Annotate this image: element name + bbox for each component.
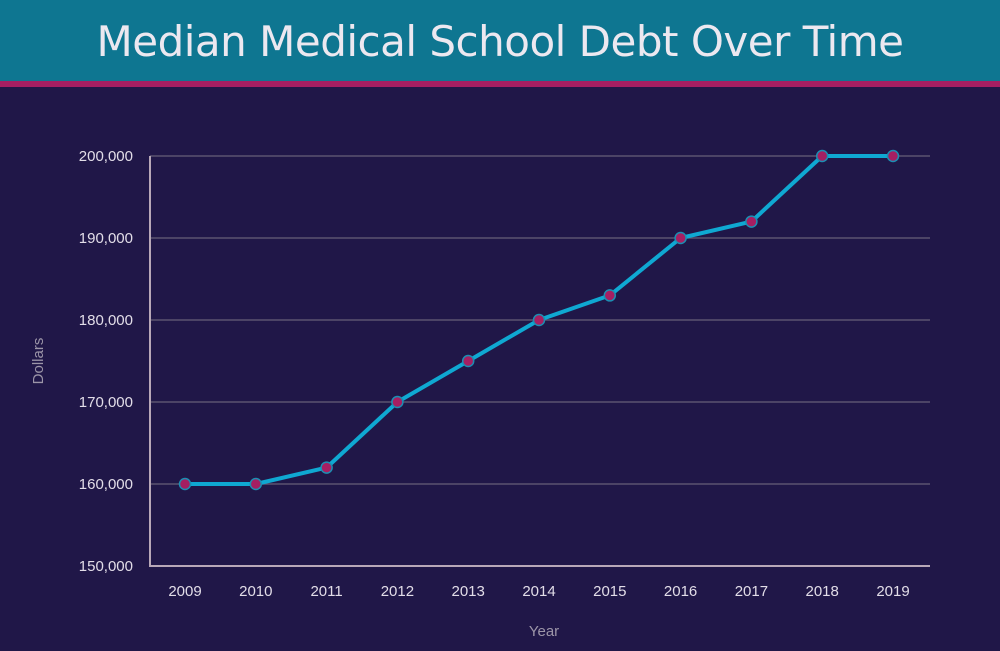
x-tick-label: 2019 <box>876 583 909 600</box>
x-tick-label: 2011 <box>310 583 342 600</box>
y-tick-label: 160,000 <box>79 476 133 493</box>
x-tick-label: 2012 <box>381 583 414 600</box>
data-point-marker <box>391 395 404 409</box>
data-point-marker <box>745 215 758 228</box>
y-tick-label: 150,000 <box>79 558 133 575</box>
x-axis-label: Year <box>529 623 559 640</box>
data-point-marker <box>249 477 263 491</box>
data-point-marker <box>815 149 829 163</box>
y-axis-label: Dollars <box>30 338 47 385</box>
x-tick-label: 2009 <box>168 583 201 600</box>
x-tick-label: 2013 <box>452 583 485 600</box>
data-point-marker <box>886 149 900 163</box>
data-point-marker <box>532 313 546 327</box>
x-tick-label: 2018 <box>806 583 839 600</box>
y-axis-ticks: 150,000 160,000 170,000 180,000 190,000 200,0… <box>79 148 133 575</box>
data-point-marker <box>674 231 687 245</box>
x-tick-label: 2010 <box>239 583 272 600</box>
x-axis-ticks: 2009 2010 2011 2012 2013 2014 2015 2016 2017 2018… <box>168 583 909 600</box>
chart-title: Median Medical School Debt Over Time <box>96 17 904 66</box>
title-banner <box>0 0 1000 81</box>
y-tick-label: 200,000 <box>79 148 133 165</box>
data-point-marker <box>320 461 333 474</box>
data-point-marker <box>603 289 617 302</box>
x-tick-label: 2014 <box>522 583 555 600</box>
x-tick-label: 2017 <box>735 583 768 600</box>
x-tick-label: 2016 <box>664 583 697 600</box>
data-point-marker <box>461 354 475 368</box>
y-tick-label: 180,000 <box>79 312 133 329</box>
data-markers <box>178 149 900 491</box>
data-point-marker <box>178 477 192 491</box>
y-tick-label: 190,000 <box>79 230 133 247</box>
y-tick-label: 170,000 <box>79 394 133 411</box>
x-tick-label: 2015 <box>593 583 626 600</box>
title-underline <box>0 81 1000 87</box>
